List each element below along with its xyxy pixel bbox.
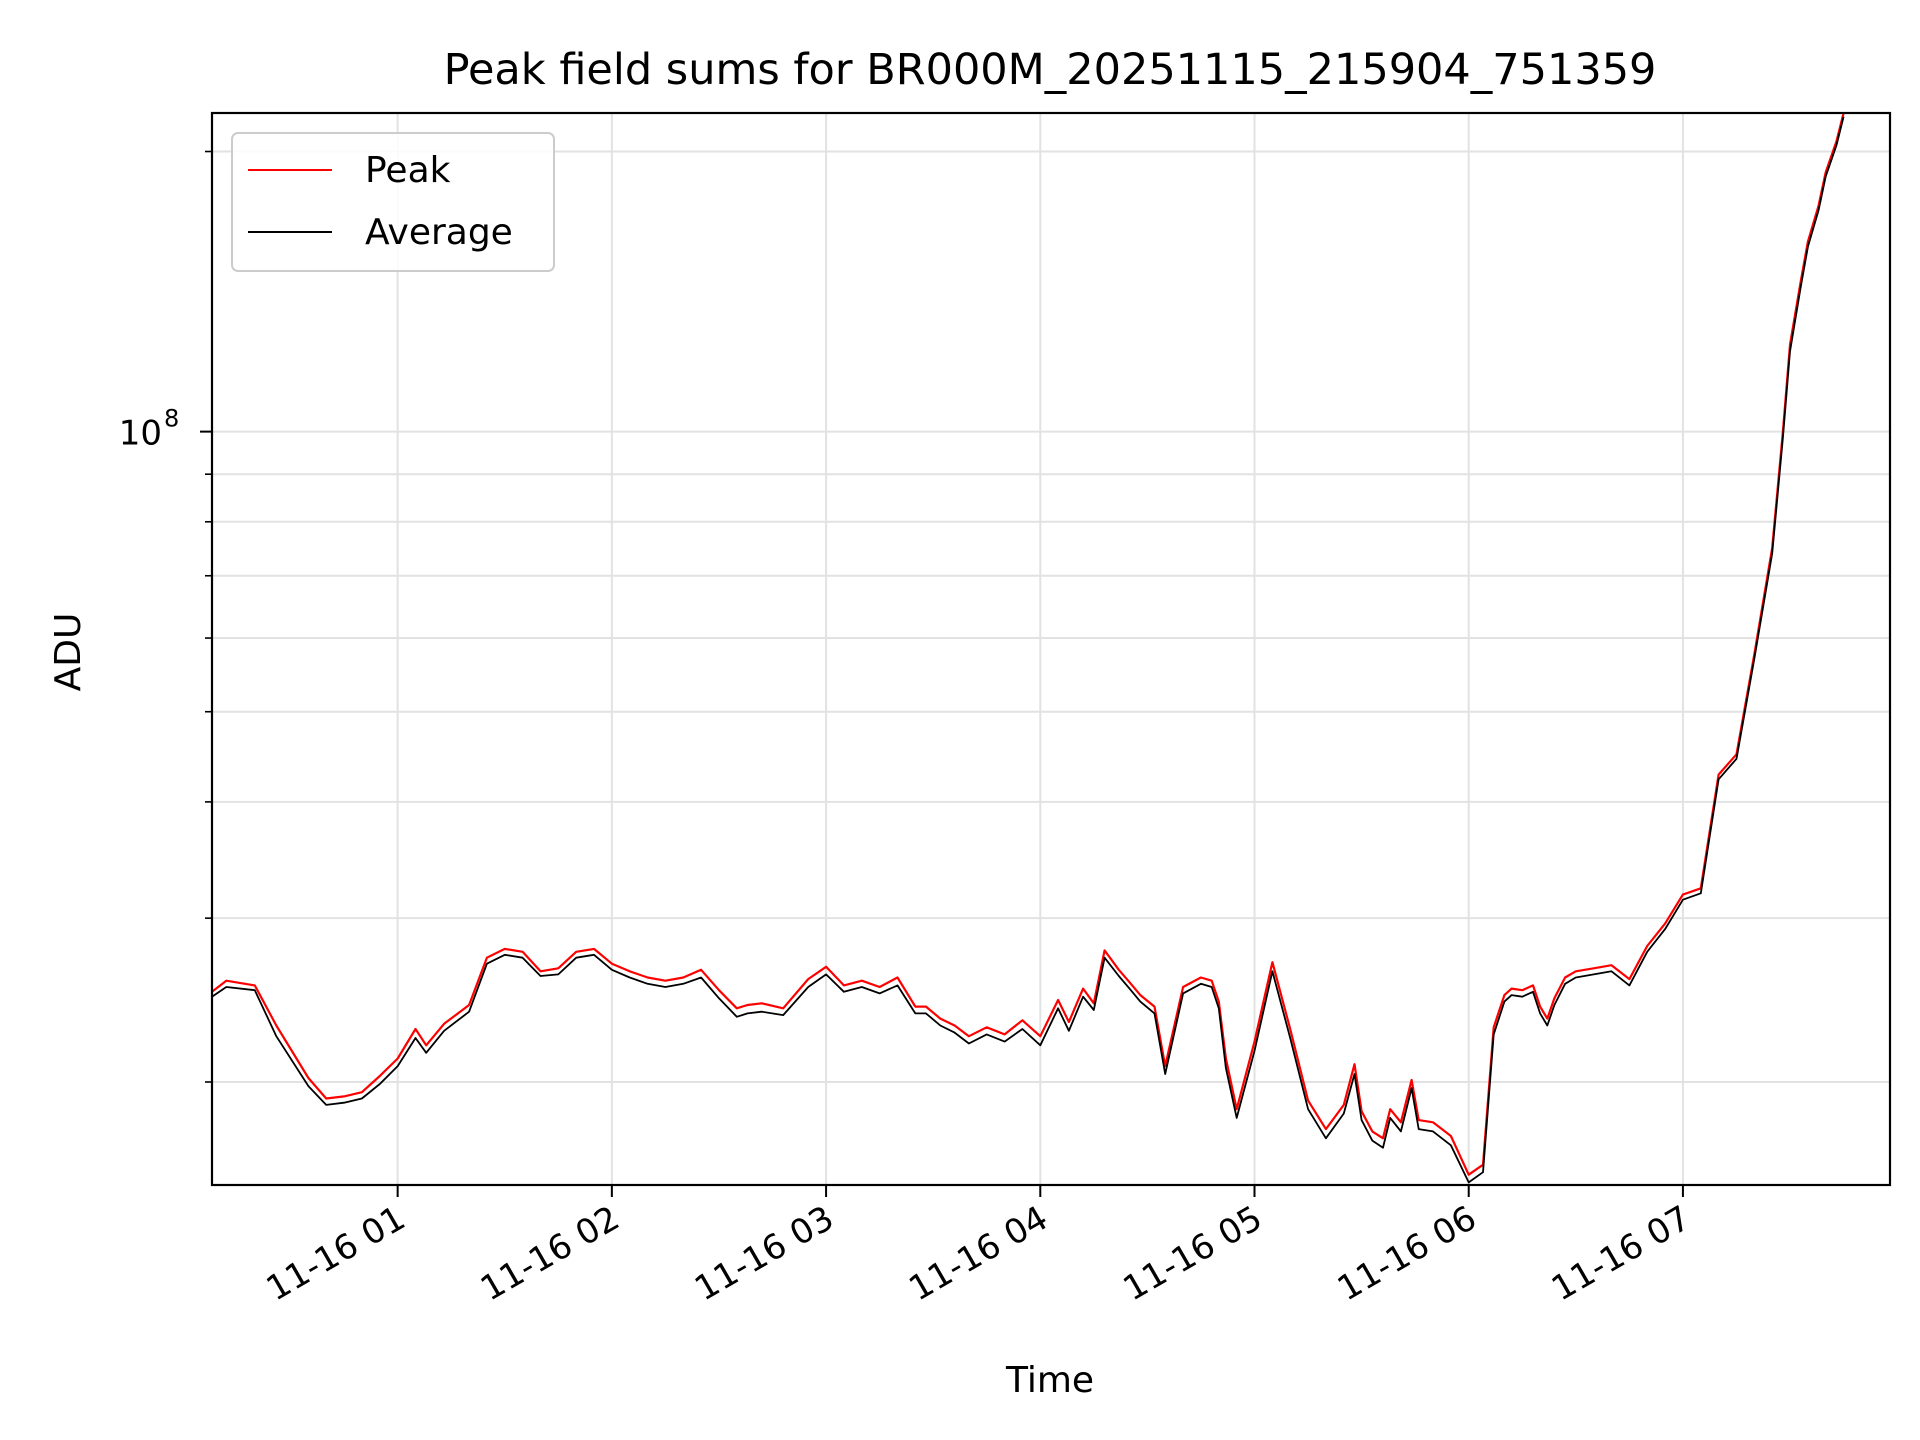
series-line-average [212,116,1845,1184]
plot-series [212,113,1845,1184]
grid-lines [212,113,1890,1185]
y-axis: 10 8 [119,150,212,1083]
x-axis-label: Time [1005,1360,1094,1401]
legend: Peak Average [231,132,555,272]
y-tick-exponent: 8 [164,405,179,433]
series-line-peak [212,113,1845,1176]
y-axis-label: ADU [48,613,89,692]
plot-frame [210,111,1892,1187]
legend-label-peak: Peak [365,150,451,191]
y-tick-label: 10 [119,414,162,454]
chart-title: Peak field sums for BR000M_20251115_2159… [444,45,1657,95]
legend-label-average: Average [365,212,513,253]
legend-box [231,132,555,272]
